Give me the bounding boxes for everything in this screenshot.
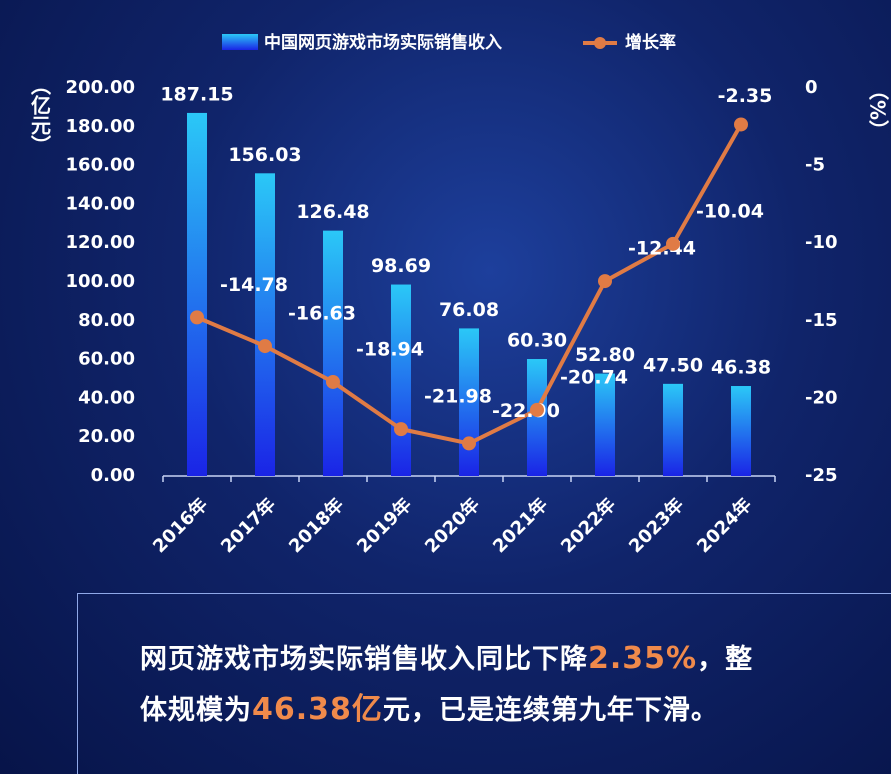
bar	[595, 373, 615, 476]
bar	[255, 173, 275, 476]
growth-point	[190, 310, 204, 325]
y-tick-label: 20.00	[78, 426, 135, 447]
bar-value-label: 60.30	[507, 330, 567, 352]
y-tick-label: 120.00	[66, 232, 135, 253]
x-tick-label: 2017年	[216, 494, 280, 558]
bar-value-label: 98.69	[371, 255, 431, 277]
y2-tick-label: -10	[805, 232, 838, 253]
caption-highlight: 2.35%	[588, 641, 698, 676]
bar-value-label: 47.50	[643, 354, 703, 376]
x-tick-label: 2019年	[352, 494, 416, 558]
bar	[731, 386, 751, 476]
y-tick-label: 60.00	[78, 349, 135, 370]
growth-point	[326, 374, 340, 389]
growth-value-label: -22.90	[492, 400, 560, 422]
growth-value-label: -18.94	[356, 338, 424, 360]
y2-tick-label: -20	[805, 387, 838, 408]
y-tick-label: 0.00	[91, 465, 135, 486]
growth-point	[462, 436, 476, 451]
caption-highlight: 46.38亿	[252, 692, 383, 727]
y-tick-label: 180.00	[66, 116, 135, 137]
x-tick-label: 2016年	[148, 494, 212, 558]
legend-label: 中国网页游戏市场实际销售收入	[264, 32, 502, 53]
legend-swatch	[594, 37, 606, 49]
chart: （亿元） （%） 0.00 20.00 40.00 60.00 80.00 100.00 120…	[28, 32, 890, 558]
x-tick-label: 2021年	[488, 494, 552, 558]
bar-value-label: 46.38	[711, 357, 771, 379]
bar-value-label: 156.03	[228, 144, 301, 166]
x-tick-label: 2023年	[624, 494, 688, 558]
y2-tick-label: 0	[805, 77, 818, 98]
bar	[527, 359, 547, 476]
bar	[391, 284, 411, 476]
growth-value-label: -10.04	[696, 200, 764, 222]
y2-axis-label: （%）	[866, 80, 890, 140]
growth-value-label: -16.63	[288, 303, 356, 325]
caption-text: ，整	[697, 644, 754, 675]
bar	[187, 112, 207, 476]
growth-value-label: -14.78	[220, 274, 288, 296]
growth-value-label: -20.74	[560, 366, 628, 388]
y2-tick-label: -5	[805, 155, 825, 176]
x-tick-label: 2022年	[556, 494, 620, 558]
y-tick-label: 80.00	[78, 310, 135, 331]
caption-text: 体规模为	[140, 695, 252, 726]
legend-label: 增长率	[625, 32, 676, 53]
growth-point	[530, 402, 544, 417]
x-tick-label: 2024年	[692, 494, 756, 558]
legend-swatch	[222, 34, 258, 50]
y-tick-label: 160.00	[66, 155, 135, 176]
x-tick-label: 2020年	[420, 494, 484, 558]
growth-point	[598, 274, 612, 289]
x-tick-label: 2018年	[284, 494, 348, 558]
bar-value-label: 76.08	[439, 299, 499, 321]
y2-tick-label: -15	[805, 310, 838, 331]
growth-point	[258, 339, 272, 354]
bar	[663, 383, 683, 476]
growth-point	[394, 422, 408, 437]
y-tick-label: 140.00	[66, 193, 135, 214]
caption: 网页游戏市场实际销售收入同比下降2.35%，整体规模为46.38亿元，已是连续第…	[140, 634, 820, 736]
y-tick-label: 100.00	[66, 271, 135, 292]
y-tick-label: 40.00	[78, 387, 135, 408]
caption-text: 元，已是连续第九年下滑。	[382, 695, 719, 726]
growth-value-label: -12.44	[628, 238, 696, 260]
bar-value-label: 52.80	[575, 344, 635, 366]
bar	[323, 230, 343, 476]
growth-value-label: -2.35	[718, 85, 773, 107]
y2-tick-label: -25	[805, 465, 838, 486]
y-axis-label: （亿元）	[28, 75, 52, 155]
growth-value-label: -21.98	[424, 386, 492, 408]
bar-value-label: 187.15	[160, 83, 233, 105]
y-tick-label: 200.00	[66, 77, 135, 98]
growth-point	[666, 236, 680, 251]
growth-point	[734, 117, 748, 132]
bar-value-label: 126.48	[296, 201, 369, 223]
caption-text: 网页游戏市场实际销售收入同比下降	[140, 644, 588, 675]
caption-box	[77, 593, 891, 774]
